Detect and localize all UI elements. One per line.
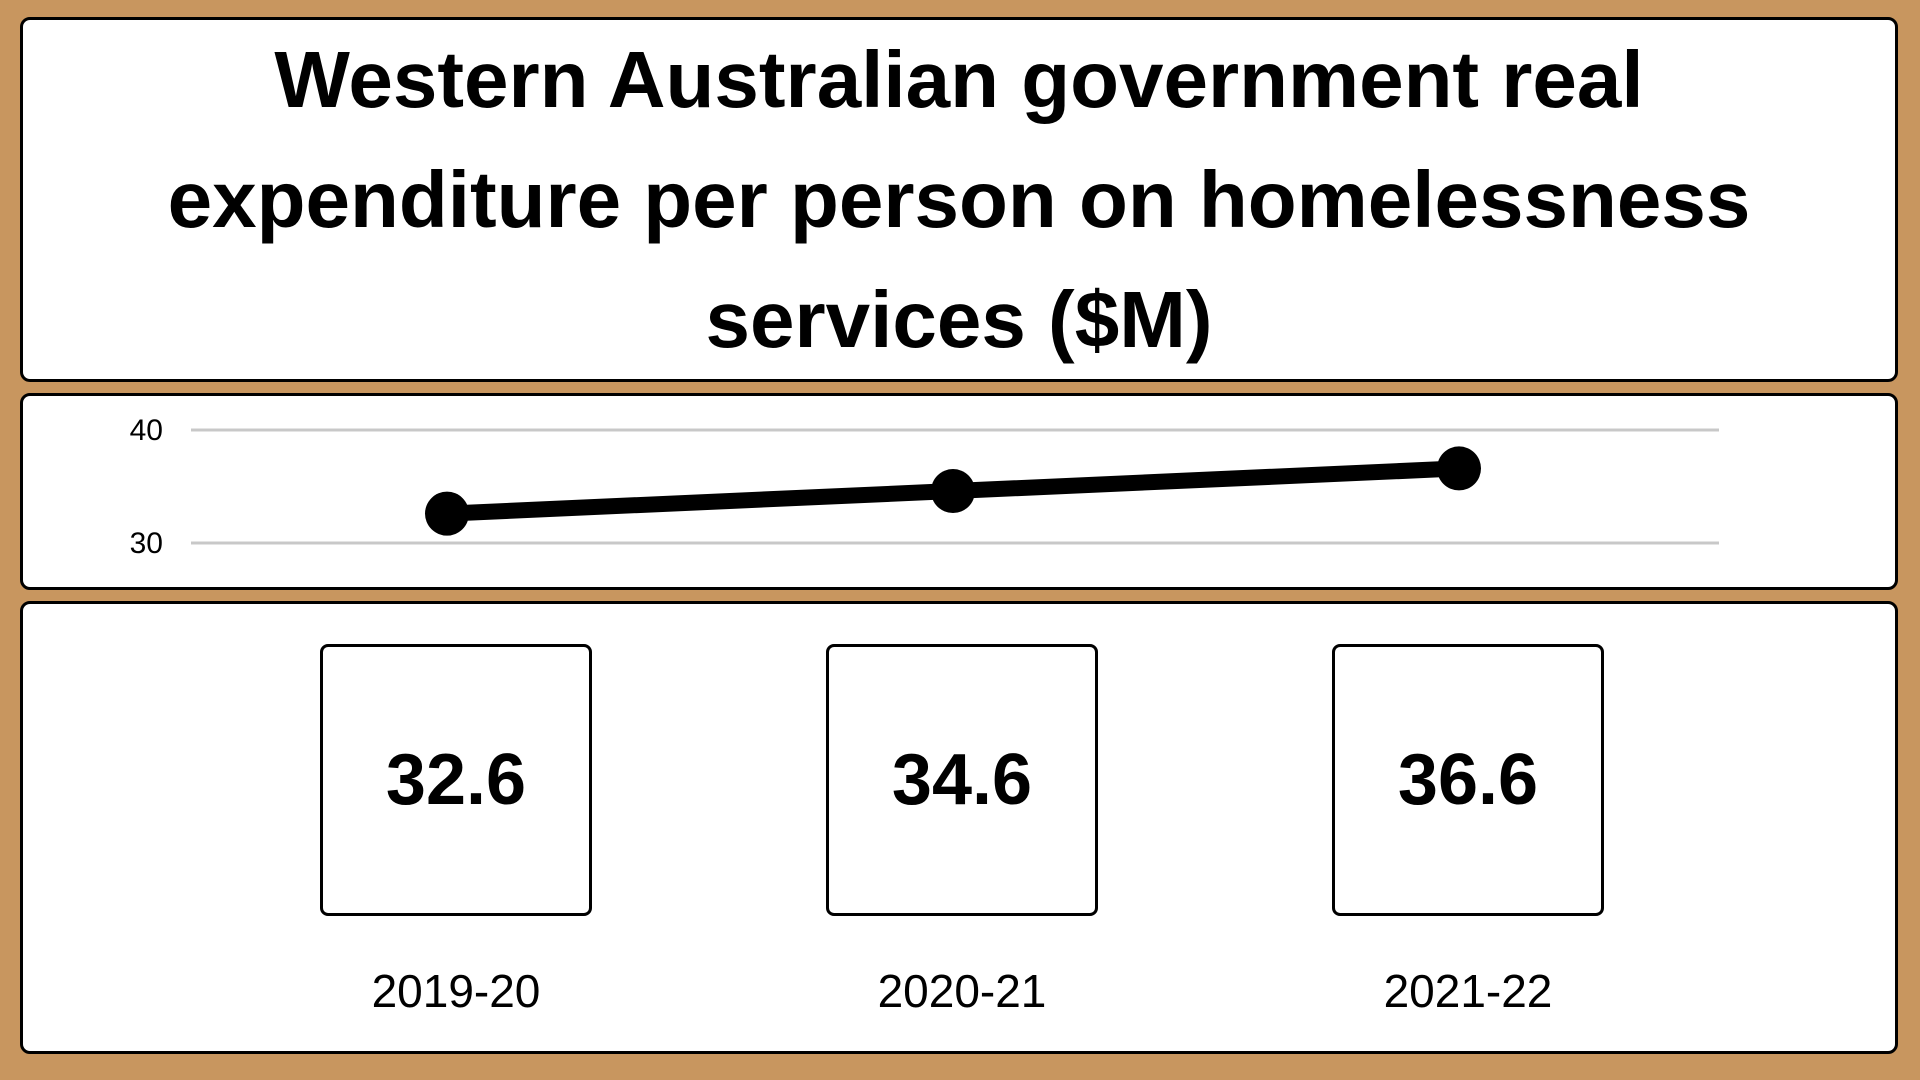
title-panel: Western Australian government real expen…	[20, 17, 1898, 382]
data-point-2021-22	[1437, 446, 1481, 491]
data-label: 34.6	[891, 740, 1033, 820]
data-point-2020-21	[931, 469, 975, 514]
value-card: 32.6	[320, 644, 592, 916]
x-tick-label: 2019-20	[371, 965, 541, 1017]
data-point-2019-20	[425, 491, 469, 536]
value-card: 34.6	[826, 644, 1098, 916]
chart-title: Western Australian government real expen…	[167, 34, 1751, 364]
value-cards-panel: 32.6 2019-20 34.6 2020-21 36.6 2021-22	[20, 601, 1898, 1054]
data-label: 36.6	[1397, 740, 1539, 820]
y-tick-label: 30	[130, 527, 163, 560]
line-chart-panel: 30 40	[20, 393, 1898, 590]
y-tick-label: 40	[130, 414, 163, 447]
data-label: 32.6	[385, 740, 527, 820]
x-tick-label: 2020-21	[877, 965, 1047, 1017]
value-card: 36.6	[1332, 644, 1604, 916]
line-chart: 30 40	[130, 414, 1719, 560]
x-tick-label: 2021-22	[1383, 965, 1553, 1017]
